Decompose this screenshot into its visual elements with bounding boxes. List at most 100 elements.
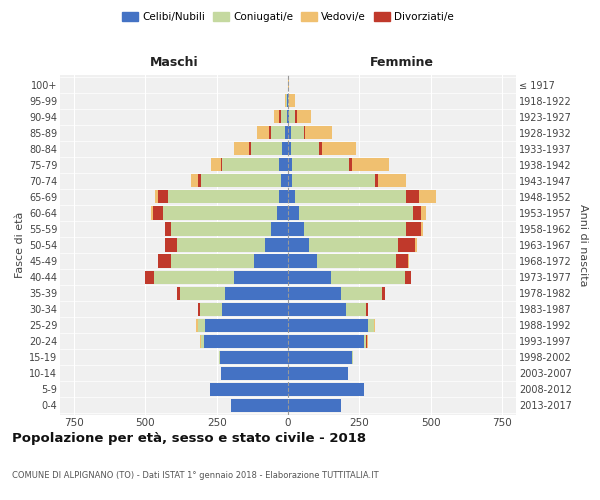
Bar xyxy=(152,206,163,220)
Bar xyxy=(364,334,367,348)
Bar xyxy=(171,254,254,268)
Bar xyxy=(346,302,367,316)
Bar xyxy=(274,110,280,124)
Bar xyxy=(221,366,288,380)
Bar xyxy=(410,270,412,283)
Bar xyxy=(405,270,410,283)
Bar xyxy=(196,318,197,332)
Bar xyxy=(288,334,364,348)
Text: Popolazione per età, sesso e stato civile - 2018: Popolazione per età, sesso e stato civil… xyxy=(12,432,366,445)
Bar xyxy=(288,366,348,380)
Bar xyxy=(248,142,251,156)
Bar xyxy=(397,254,408,268)
Bar xyxy=(166,238,177,252)
Bar xyxy=(280,110,281,124)
Bar xyxy=(221,158,223,172)
Bar xyxy=(289,94,295,107)
Bar xyxy=(168,190,280,203)
Bar xyxy=(285,126,288,140)
Bar xyxy=(288,238,310,252)
Bar xyxy=(288,206,299,220)
Bar xyxy=(352,158,389,172)
Bar xyxy=(368,318,373,332)
Bar xyxy=(223,302,288,316)
Bar xyxy=(200,302,223,316)
Bar xyxy=(171,222,271,235)
Bar xyxy=(415,238,417,252)
Y-axis label: Anni di nascita: Anni di nascita xyxy=(578,204,589,286)
Bar xyxy=(177,238,265,252)
Bar xyxy=(373,318,374,332)
Bar xyxy=(271,126,285,140)
Bar xyxy=(280,190,288,203)
Bar xyxy=(155,190,158,203)
Bar xyxy=(286,94,287,107)
Bar xyxy=(235,142,248,156)
Bar xyxy=(295,110,296,124)
Bar xyxy=(198,174,201,188)
Bar xyxy=(292,158,349,172)
Bar xyxy=(296,110,311,124)
Bar xyxy=(406,190,419,203)
Bar xyxy=(288,399,341,412)
Bar xyxy=(209,383,288,396)
Bar xyxy=(288,158,292,172)
Bar xyxy=(413,206,421,220)
Bar xyxy=(408,254,409,268)
Bar xyxy=(288,318,368,332)
Bar xyxy=(281,174,288,188)
Bar xyxy=(317,254,397,268)
Bar xyxy=(211,158,221,172)
Text: COMUNE DI ALPIGNANO (TO) - Dati ISTAT 1° gennaio 2018 - Elaborazione TUTTITALIA.: COMUNE DI ALPIGNANO (TO) - Dati ISTAT 1°… xyxy=(12,471,379,480)
Bar xyxy=(304,126,305,140)
Bar xyxy=(288,383,364,396)
Bar xyxy=(151,206,152,220)
Bar xyxy=(288,254,317,268)
Bar xyxy=(200,334,201,348)
Text: Femmine: Femmine xyxy=(370,56,434,68)
Bar xyxy=(145,270,154,283)
Bar xyxy=(257,126,269,140)
Bar xyxy=(292,174,375,188)
Bar xyxy=(288,350,352,364)
Bar xyxy=(234,270,288,283)
Bar xyxy=(191,174,198,188)
Bar xyxy=(163,206,277,220)
Bar xyxy=(289,110,295,124)
Bar xyxy=(310,238,398,252)
Bar xyxy=(288,190,295,203)
Bar xyxy=(291,126,304,140)
Bar xyxy=(288,142,291,156)
Bar xyxy=(367,334,368,348)
Bar xyxy=(291,142,319,156)
Bar xyxy=(382,286,385,300)
Bar xyxy=(421,222,424,235)
Bar xyxy=(280,158,288,172)
Bar xyxy=(305,126,332,140)
Bar xyxy=(378,174,406,188)
Bar xyxy=(406,222,421,235)
Bar xyxy=(288,286,341,300)
Bar xyxy=(198,318,205,332)
Bar xyxy=(295,190,406,203)
Bar xyxy=(226,286,288,300)
Bar xyxy=(398,238,415,252)
Bar xyxy=(319,142,322,156)
Bar xyxy=(367,302,368,316)
Bar xyxy=(277,206,288,220)
Bar xyxy=(198,302,200,316)
Bar xyxy=(231,399,288,412)
Bar xyxy=(158,254,171,268)
Y-axis label: Fasce di età: Fasce di età xyxy=(14,212,25,278)
Bar xyxy=(164,222,166,235)
Bar xyxy=(271,222,288,235)
Bar xyxy=(220,350,288,364)
Bar xyxy=(284,94,286,107)
Bar xyxy=(288,270,331,283)
Bar xyxy=(341,286,382,300)
Bar xyxy=(265,238,288,252)
Bar xyxy=(288,302,346,316)
Bar xyxy=(419,190,436,203)
Bar xyxy=(331,270,405,283)
Bar xyxy=(299,206,413,220)
